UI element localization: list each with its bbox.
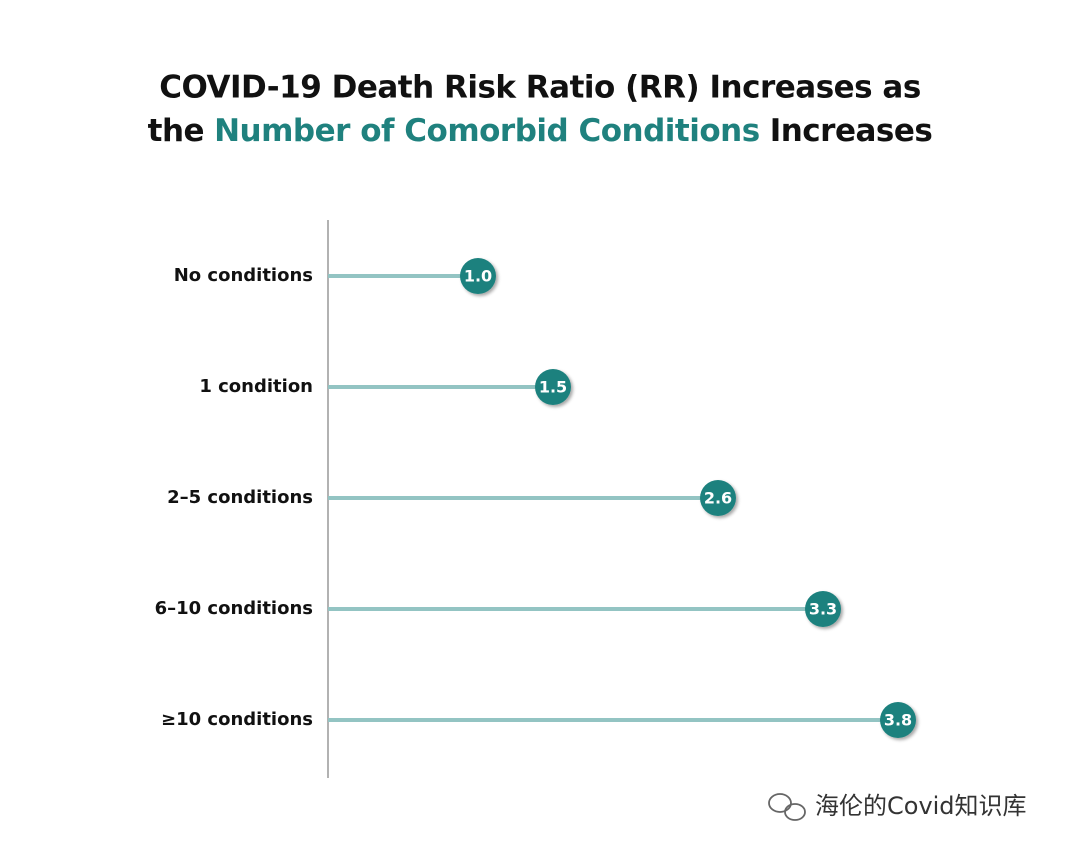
y-tick-label: ≥10 conditions [161,709,313,730]
dot [535,369,571,405]
dot [880,702,916,738]
chart-title: the Number of Comorbid Conditions Increase… [148,113,933,149]
chart-title: COVID-19 Death Risk Ratio (RR) Increases… [159,70,921,106]
watermark: 海伦的Covid知识库 [815,792,1027,820]
y-tick-label: 1 condition [199,376,313,397]
value-label: 1.5 [539,378,567,397]
value-label: 1.0 [464,267,492,286]
watermark-icon [768,793,806,821]
dot [805,591,841,627]
dot [700,480,736,516]
y-tick-label: No conditions [174,265,313,286]
dot [460,258,496,294]
title-highlight: Number of Comorbid Conditions [214,113,760,149]
y-tick-label: 2–5 conditions [167,487,313,508]
y-tick-label: 6–10 conditions [155,598,313,619]
title-part: the [148,113,204,149]
value-label: 3.3 [809,600,837,619]
value-label: 2.6 [704,489,732,508]
value-label: 3.8 [884,711,912,730]
title-part: Increases [770,113,933,149]
